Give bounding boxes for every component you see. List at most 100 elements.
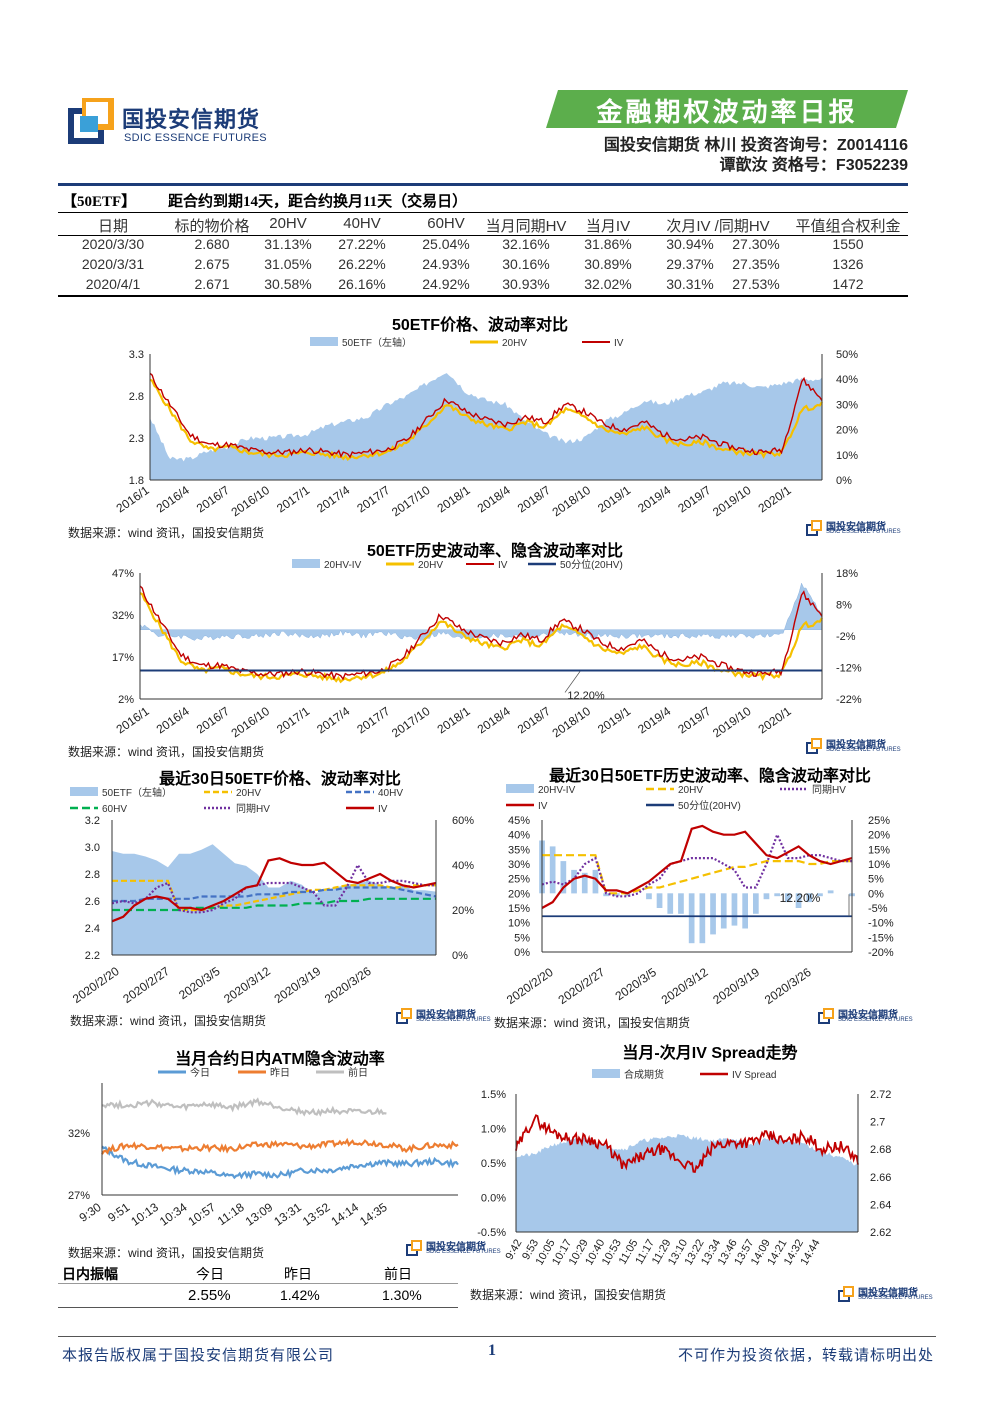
c3-ytick-left: 2.2 (85, 950, 100, 962)
c4-ytick-right: -20% (868, 947, 894, 959)
col-header: 标的物价格 (174, 218, 250, 235)
c6-ytick-right: 2.64 (870, 1199, 891, 1211)
c4-ytick-right: 20% (868, 830, 890, 842)
chart4-logo: 国投安信期货 SDIC ESSENCE FUTURES (818, 1006, 913, 1026)
table-cell: 31.86% (584, 236, 632, 252)
c4-bar-spread (656, 893, 663, 908)
c1-ytick-left: 1.8 (129, 475, 144, 487)
c1-ytick-right: 20% (836, 425, 858, 437)
c1-ytick-left: 2.8 (129, 391, 144, 403)
c4-ytick-left: 25% (508, 874, 530, 886)
c4-bar-spread (795, 893, 802, 908)
c2-xtick: 2017/4 (314, 704, 352, 737)
amplitude-table: 日内振幅 今日 昨日 前日 2.55% 1.42% 1.30% (58, 1262, 458, 1308)
chart2-logo: 国投安信期货 SDIC ESSENCE FUTURES (806, 736, 901, 756)
c3-legend-label: 同期HV (236, 803, 270, 815)
c5-xtick: 10:57 (185, 1200, 218, 1229)
table-cell: 32.16% (502, 236, 550, 252)
c5-xtick: 10:13 (128, 1200, 161, 1229)
c1-xtick: 2018/7 (515, 483, 553, 516)
c2-ytick-right: 18% (836, 568, 858, 580)
chart1-logo: 国投安信期货 SDIC ESSENCE FUTURES (806, 518, 901, 538)
chart4-title: 最近30日50ETF历史波动率、隐含波动率对比 (549, 768, 871, 785)
c3-xtick: 2020/2/27 (120, 964, 172, 1006)
c4-xtick: 2020/3/26 (762, 965, 814, 1007)
c4-xtick: 2020/3/5 (613, 965, 660, 1003)
c2-xtick: 2017/1 (274, 704, 312, 737)
table-cell: 24.92% (422, 276, 470, 292)
c4-legend-label: 同期HV (812, 784, 846, 796)
logo-mark-icon (68, 98, 114, 144)
c3-legend-label: 20HV (236, 788, 261, 799)
c3-line-samehv (111, 862, 436, 914)
c3-ytick-left: 3.0 (85, 842, 100, 854)
amplitude-value: 2.55% (188, 1287, 231, 1304)
c6-ytick-left: 1.5% (481, 1089, 506, 1101)
col-header: 20HV (269, 215, 307, 232)
c2-xtick: 2016/7 (194, 704, 232, 737)
mini-logo-cn: 国投安信期货 (826, 740, 886, 751)
mini-logo-en: SDIC ESSENCE FUTURES (858, 1295, 933, 1301)
c4-ytick-right: 5% (868, 874, 884, 886)
c2-legend-label: 20HV-IV (324, 560, 362, 571)
chart3-source: 数据来源：wind 资讯，国投安信期货 (70, 1014, 267, 1028)
mini-logo-cn: 国投安信期货 (838, 1010, 898, 1021)
c4-bar-spread (667, 893, 674, 914)
c2-line-iv (139, 585, 823, 681)
summary-title: 【50ETF】 距合约到期14天，距合约换月11天（交易日） (62, 190, 495, 211)
table-cell: 24.93% (422, 256, 470, 272)
table-row: 2020/3/31 2.675 31.05% 26.22% 24.93% 30.16% 30… (58, 256, 908, 276)
c6-legend-label: 合成期货 (624, 1068, 664, 1081)
c5-line-daybefore (101, 1097, 387, 1117)
col-header: 平值组合权利金 (795, 218, 901, 235)
c5-xtick: 13:52 (300, 1200, 333, 1229)
footer-disclaimer: 不可作为投资依据，转载请标明出处 (677, 1348, 934, 1364)
mini-logo-en: SDIC ESSENCE FUTURES (838, 1017, 913, 1023)
c4-line-20hv (542, 854, 852, 895)
c4-ytick-right: 25% (868, 815, 890, 827)
mini-logo-en: SDIC ESSENCE FUTURES (826, 747, 901, 753)
mini-logo-cn: 国投安信期货 (416, 1010, 476, 1021)
c6-ytick-left: 1.0% (481, 1124, 506, 1136)
c4-ytick-right: -5% (868, 903, 888, 915)
summary-note: 距合约到期14天，距合约换月11天（交易日） (167, 194, 468, 210)
chart6-logo: 国投安信期货 SDIC ESSENCE FUTURES (838, 1284, 933, 1304)
amplitude-header: 今日 (196, 1266, 224, 1282)
c6-ytick-left: 0.5% (481, 1158, 506, 1170)
mini-logo-icon (406, 1240, 422, 1256)
mini-logo-icon (838, 1286, 854, 1302)
c6-ytick-right: 2.62 (870, 1227, 891, 1239)
mini-logo-cn: 国投安信期货 (826, 522, 886, 533)
chart5-intraday-atm-iv: 今日 昨日 前日 32% 27%9:30 9:5110:1310:3410:5711:18… (68, 1066, 459, 1229)
c4-bar-spread (614, 893, 620, 897)
c4-legend-label: 50分位(20HV) (678, 799, 741, 812)
c6-area-futures (516, 1133, 858, 1232)
footer-divider (58, 1336, 936, 1337)
table-row: 2020/3/30 2.680 31.13% 27.22% 25.04% 32.16% 31… (58, 236, 908, 256)
c1-legend-swatch (310, 337, 338, 346)
c1-ytick-right: 30% (836, 399, 858, 411)
amplitude-header: 昨日 (284, 1266, 312, 1282)
c2-ytick-left: 32% (112, 610, 134, 622)
c1-xtick: 2016/1 (114, 483, 152, 516)
c4-ytick-right: -15% (868, 932, 894, 944)
c4-ytick-left: 35% (508, 844, 530, 856)
mini-logo-icon (806, 738, 822, 754)
report-title: 金融期权波动率日报 (596, 98, 858, 127)
col-header: 60HV (427, 215, 465, 232)
c2-xtick: 2017/7 (354, 704, 392, 737)
c4-bar-spread (624, 893, 631, 897)
c4-xtick: 2020/3/19 (710, 965, 762, 1007)
c4-legend-label: 20HV (678, 785, 703, 796)
c4-bar-spread (817, 893, 823, 897)
c3-ytick-right: 40% (452, 860, 474, 872)
c4-bar-spread (688, 893, 695, 944)
author-line-1: 国投安信期货 林川 投资咨询号：Z0014116 (603, 137, 908, 154)
c4-bar-spread (646, 893, 652, 900)
table-cell: 2.675 (194, 256, 230, 272)
table-cell: 30.93% (502, 276, 550, 292)
c4-xtick: 2020/2/20 (504, 965, 556, 1007)
table-rule-mid (58, 235, 908, 236)
c3-legend-swatch (70, 787, 98, 796)
c1-ytick-left: 2.3 (129, 433, 144, 445)
